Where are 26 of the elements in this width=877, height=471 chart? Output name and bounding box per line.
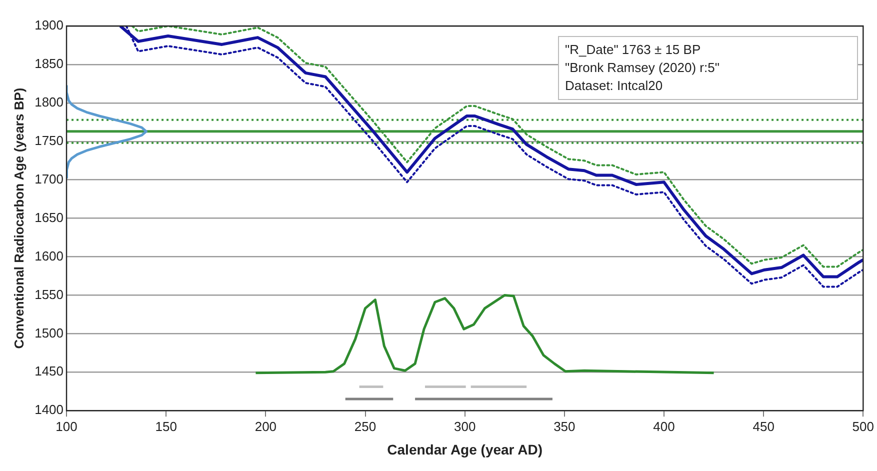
annotation: "Bronk Ramsey (2020) r:5" [565,59,720,77]
x-tick-label: 100 [56,418,78,434]
x-axis-title: Calendar Age (year AD) [387,441,543,458]
note-box: "R_Date" 1763 ± 15 BP "Bronk Ramsey (2020) r:5" Dataset: Intcal20 [558,36,858,100]
y-tick-label: 1900 [34,18,64,33]
x-tick-label: 300 [454,418,476,434]
y-tick-label: 1400 [34,402,64,418]
annotation: Dataset: Intcal20 [565,77,664,95]
y-tick-label: 1650 [34,210,64,225]
x-tick-label: 400 [653,418,675,434]
y-tick-label: 1800 [34,94,64,110]
x-tick-label: 150 [155,418,177,434]
y-tick-label: 1600 [34,248,64,264]
x-tick-label: 350 [554,418,576,434]
y-tick-label: 1850 [34,56,64,72]
x-tick-label: 250 [354,418,376,434]
y-axis-title: Conventional Radiocarbon Age (years BP) [11,88,26,349]
annotation: "R_Date" 1763 ± 15 BP [565,41,702,59]
y-tick-label: 1750 [34,132,64,148]
y-tick-label: 1450 [34,364,64,379]
x-tick-label: 500 [852,418,874,434]
y-tick-label: 1550 [34,286,64,302]
y-tick-label: 1700 [34,171,64,186]
x-tick-label: 200 [254,418,277,434]
x-tick-label: 450 [752,418,774,434]
y-tick-label: 1500 [34,325,64,340]
